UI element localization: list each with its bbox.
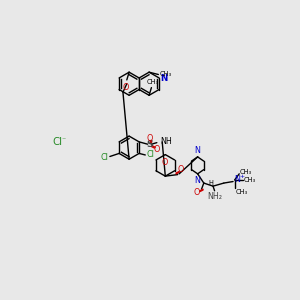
Text: CH₃: CH₃	[236, 189, 247, 195]
Text: Cl: Cl	[52, 137, 62, 147]
Text: O: O	[147, 134, 153, 142]
Text: N: N	[161, 74, 168, 83]
Text: O: O	[154, 145, 160, 154]
Text: NH₂: NH₂	[207, 192, 222, 201]
Text: Cl: Cl	[100, 153, 108, 162]
Text: CH₃: CH₃	[240, 169, 252, 175]
Text: H: H	[208, 180, 213, 186]
Text: N: N	[195, 176, 201, 185]
Text: O: O	[123, 83, 129, 92]
Text: O: O	[161, 158, 168, 167]
Text: N: N	[235, 176, 241, 184]
Text: S: S	[146, 140, 153, 149]
Text: O: O	[194, 188, 200, 197]
Text: CH₃: CH₃	[160, 71, 172, 77]
Text: ⁻: ⁻	[61, 135, 66, 144]
Text: O: O	[178, 166, 184, 175]
Text: +: +	[239, 174, 244, 179]
Text: NH: NH	[160, 136, 172, 146]
Text: N: N	[195, 146, 201, 154]
Text: CH₃: CH₃	[146, 79, 158, 85]
Text: Cl: Cl	[147, 151, 155, 160]
Text: CH₃: CH₃	[244, 177, 256, 183]
